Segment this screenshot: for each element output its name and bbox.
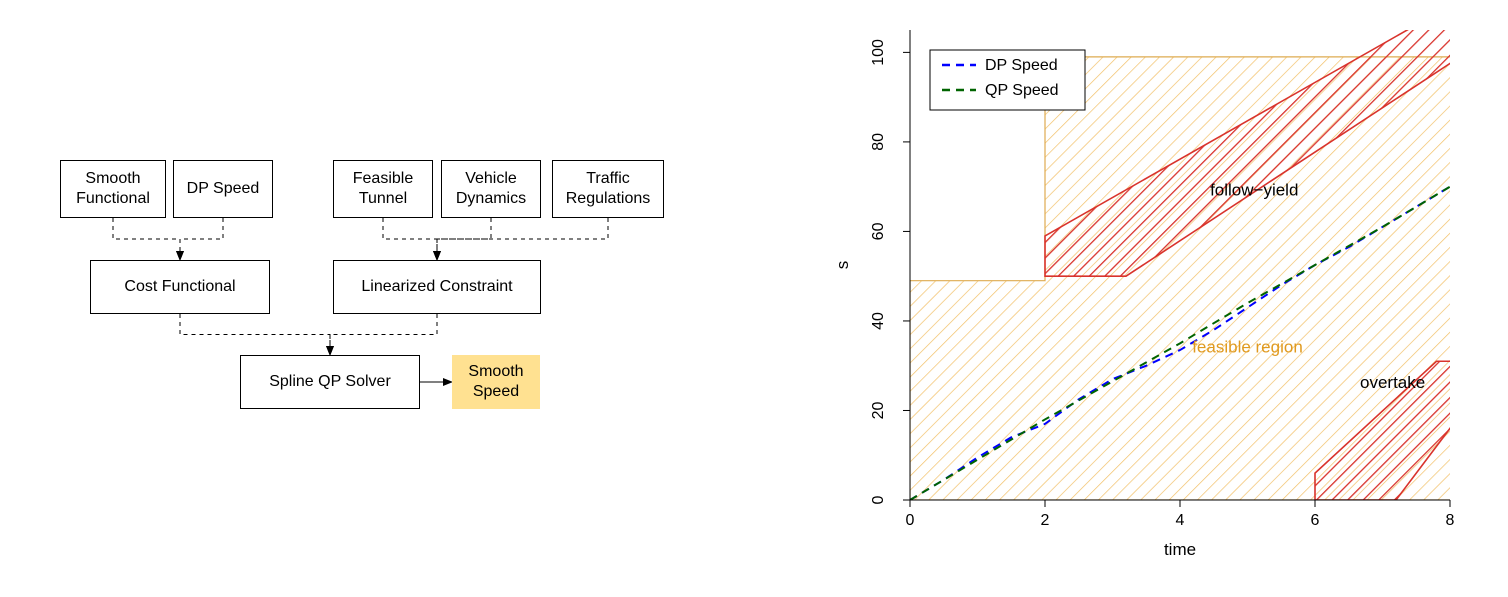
flow-node-dpSpeed: DP Speed xyxy=(173,160,273,218)
y-tick-label: 80 xyxy=(870,133,887,151)
flow-node-smoothFunc: Smooth Functional xyxy=(60,160,166,218)
flow-edge-feasTunnel-linConstr xyxy=(383,218,437,260)
x-tick-label: 0 xyxy=(906,512,915,529)
x-tick-label: 6 xyxy=(1311,512,1320,529)
chart-annotation-0: follow−yield xyxy=(1210,181,1298,200)
flowchart-diagram: Smooth FunctionalDP Speed Feasible Tunnel… xyxy=(60,140,760,470)
x-axis-title: time xyxy=(1164,540,1196,559)
legend-label-0: DP Speed xyxy=(985,57,1058,74)
chart-annotation-1: feasible region xyxy=(1192,337,1303,356)
y-tick-label: 40 xyxy=(870,312,887,330)
chart-annotation-2: overtake xyxy=(1360,373,1425,392)
legend-label-1: QP Speed xyxy=(985,82,1059,99)
speed-chart-svg: 02468020406080100timesfollow−yieldfeasib… xyxy=(810,10,1490,580)
flow-node-traffic: Traffic Regulations xyxy=(552,160,664,218)
y-tick-label: 60 xyxy=(870,222,887,240)
x-tick-label: 4 xyxy=(1176,512,1185,529)
flow-node-smoothSpeed: Smooth Speed xyxy=(452,355,540,409)
flow-node-linConstr: Linearized Constraint xyxy=(333,260,541,314)
x-tick-label: 2 xyxy=(1041,512,1050,529)
flow-node-solver: Spline QP Solver xyxy=(240,355,420,409)
flow-edge-dpSpeed-costFunc xyxy=(180,218,223,260)
speed-chart: 02468020406080100timesfollow−yieldfeasib… xyxy=(810,10,1490,580)
x-tick-label: 8 xyxy=(1446,512,1455,529)
y-axis-title: s xyxy=(833,261,852,270)
flow-node-costFunc: Cost Functional xyxy=(90,260,270,314)
flow-edge-linConstr-solver xyxy=(330,314,437,355)
flow-node-feasTunnel: Feasible Tunnel xyxy=(333,160,433,218)
flow-node-vehDyn: Vehicle Dynamics xyxy=(441,160,541,218)
y-tick-label: 20 xyxy=(870,401,887,419)
y-tick-label: 0 xyxy=(870,495,887,504)
y-tick-label: 100 xyxy=(870,39,887,66)
flow-edge-costFunc-solver xyxy=(180,314,330,355)
flow-edge-smoothFunc-costFunc xyxy=(113,218,180,260)
